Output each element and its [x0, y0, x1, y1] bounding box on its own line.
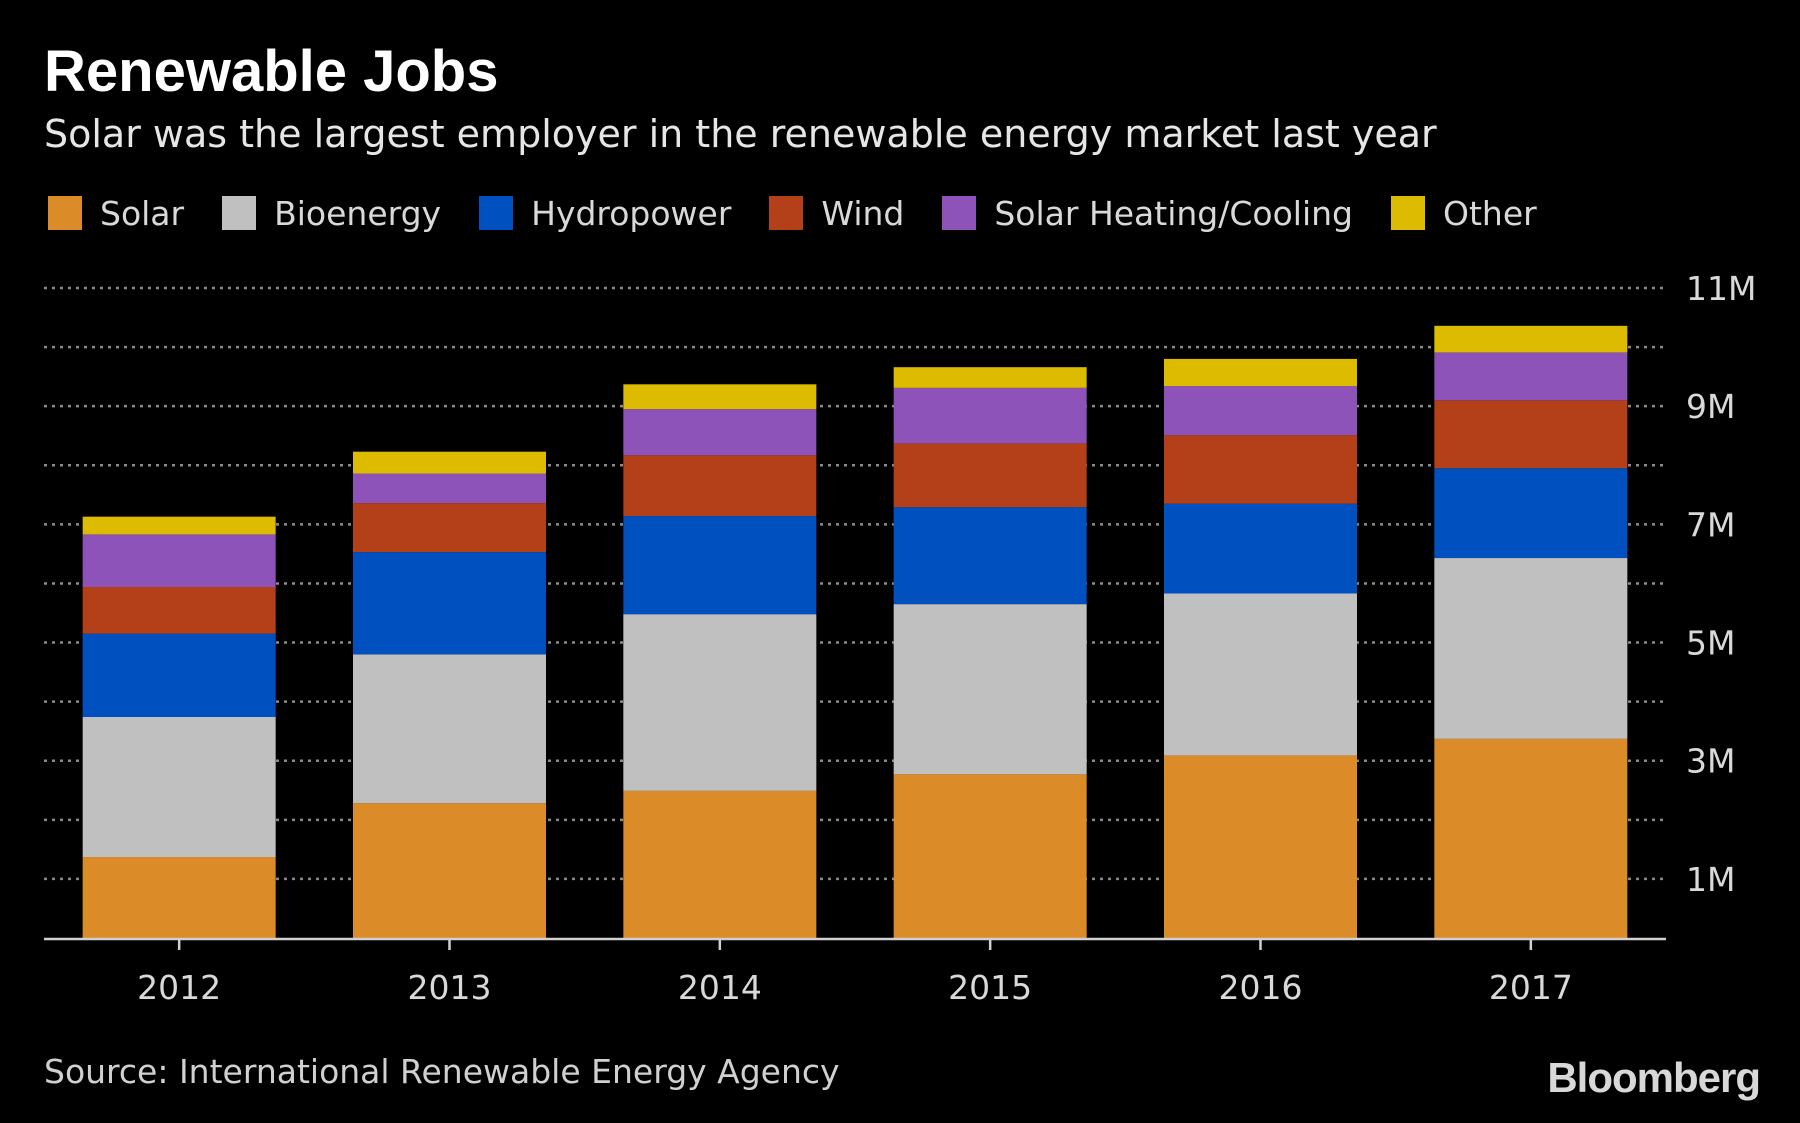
bar-segment: [82, 857, 276, 938]
bar-segment: [1434, 738, 1628, 938]
bar-segment: [1434, 558, 1628, 739]
legend-label: Solar: [100, 193, 185, 233]
bars: [82, 325, 1628, 938]
legend-label: Solar Heating/Cooling: [994, 193, 1353, 233]
bar-segment: [82, 717, 276, 858]
x-tick-label: 2012: [137, 968, 221, 1007]
legend-item-hydropower: Hydropower: [479, 194, 731, 233]
legend-swatch: [222, 196, 257, 230]
legend-item-other: Other: [1391, 194, 1537, 233]
x-tick-label: 2013: [408, 968, 492, 1007]
x-tick-label: 2016: [1219, 968, 1303, 1007]
legend-swatch: [1391, 196, 1425, 230]
x-tick-label: 2014: [678, 968, 762, 1007]
legend-swatch: [479, 196, 514, 230]
bar-segment: [82, 516, 276, 535]
bar-segment: [1164, 386, 1357, 436]
bar-segment: [1164, 358, 1357, 387]
legend-item-solar: Solar: [48, 194, 184, 233]
bar-segment: [353, 803, 546, 938]
bar-segment: [893, 367, 1087, 388]
bar-segment: [623, 516, 817, 615]
bar-segment: [1434, 468, 1628, 559]
bar-segment: [893, 443, 1087, 508]
y-tick-label: 9M: [1686, 387, 1735, 426]
x-tick-label: 2015: [948, 968, 1032, 1007]
legend-label: Other: [1443, 193, 1537, 233]
bar-segment: [1434, 352, 1628, 401]
bar-segment: [1434, 400, 1628, 469]
bar-segment: [1164, 503, 1357, 594]
bar-segment: [82, 633, 276, 717]
bar-segment: [1164, 755, 1357, 938]
legend-swatch: [48, 196, 82, 230]
bar-segment: [82, 534, 276, 587]
legend-item-solar-heating-cooling: Solar Heating/Cooling: [942, 194, 1353, 233]
bar-segment: [353, 473, 546, 504]
bar-segment: [1434, 325, 1628, 353]
bar-segment: [623, 455, 817, 517]
x-axis: 2012 2013 2014 2015 2016 2017: [44, 937, 1666, 1007]
bar-segment: [353, 552, 546, 655]
y-tick-label: 5M: [1686, 624, 1735, 663]
legend: Solar Bioenergy Hydropower Wind Solar He…: [48, 188, 1575, 238]
y-tick-label: 7M: [1686, 505, 1735, 544]
bar-segment: [353, 503, 546, 553]
bar-segment: [1164, 435, 1357, 504]
bar-segment: [893, 387, 1087, 444]
legend-label: Hydropower: [531, 193, 732, 233]
bar-segment: [353, 451, 546, 474]
bar-segment: [893, 774, 1087, 938]
chart-title: Renewable Jobs: [44, 39, 499, 104]
bar-segment: [82, 587, 276, 634]
legend-item-wind: Wind: [769, 194, 904, 233]
gridlines: [44, 286, 1666, 881]
bar-segment: [623, 790, 817, 938]
y-tick-label: 3M: [1686, 742, 1735, 781]
bar-segment: [623, 409, 817, 456]
bar-segment: [353, 654, 546, 804]
y-axis: 1M 3M 5M 7M 9M 11M: [1686, 269, 1756, 899]
bar-segment: [1164, 593, 1357, 756]
legend-label: Wind: [821, 193, 905, 233]
bar-segment: [623, 614, 817, 791]
chart-subtitle: Solar was the largest employer in the re…: [44, 112, 1437, 156]
source-note: Source: International Renewable Energy A…: [44, 1052, 840, 1091]
legend-label: Bioenergy: [274, 193, 442, 233]
bloomberg-logo: Bloomberg: [1547, 1054, 1761, 1101]
y-tick-label: 1M: [1686, 860, 1735, 899]
x-tick-label: 2017: [1489, 968, 1573, 1007]
bar-segment: [893, 604, 1087, 775]
legend-swatch: [769, 196, 804, 230]
bar-segment: [623, 384, 817, 410]
legend-swatch: [942, 196, 977, 230]
bar-segment: [893, 507, 1087, 605]
legend-item-bioenergy: Bioenergy: [222, 194, 441, 233]
y-tick-label: 11M: [1686, 269, 1756, 308]
stacked-bar-chart: 2012 2013 2014 2015 2016 2017 1M 3M 5M 7M 9M 11M: [44, 269, 1756, 1007]
